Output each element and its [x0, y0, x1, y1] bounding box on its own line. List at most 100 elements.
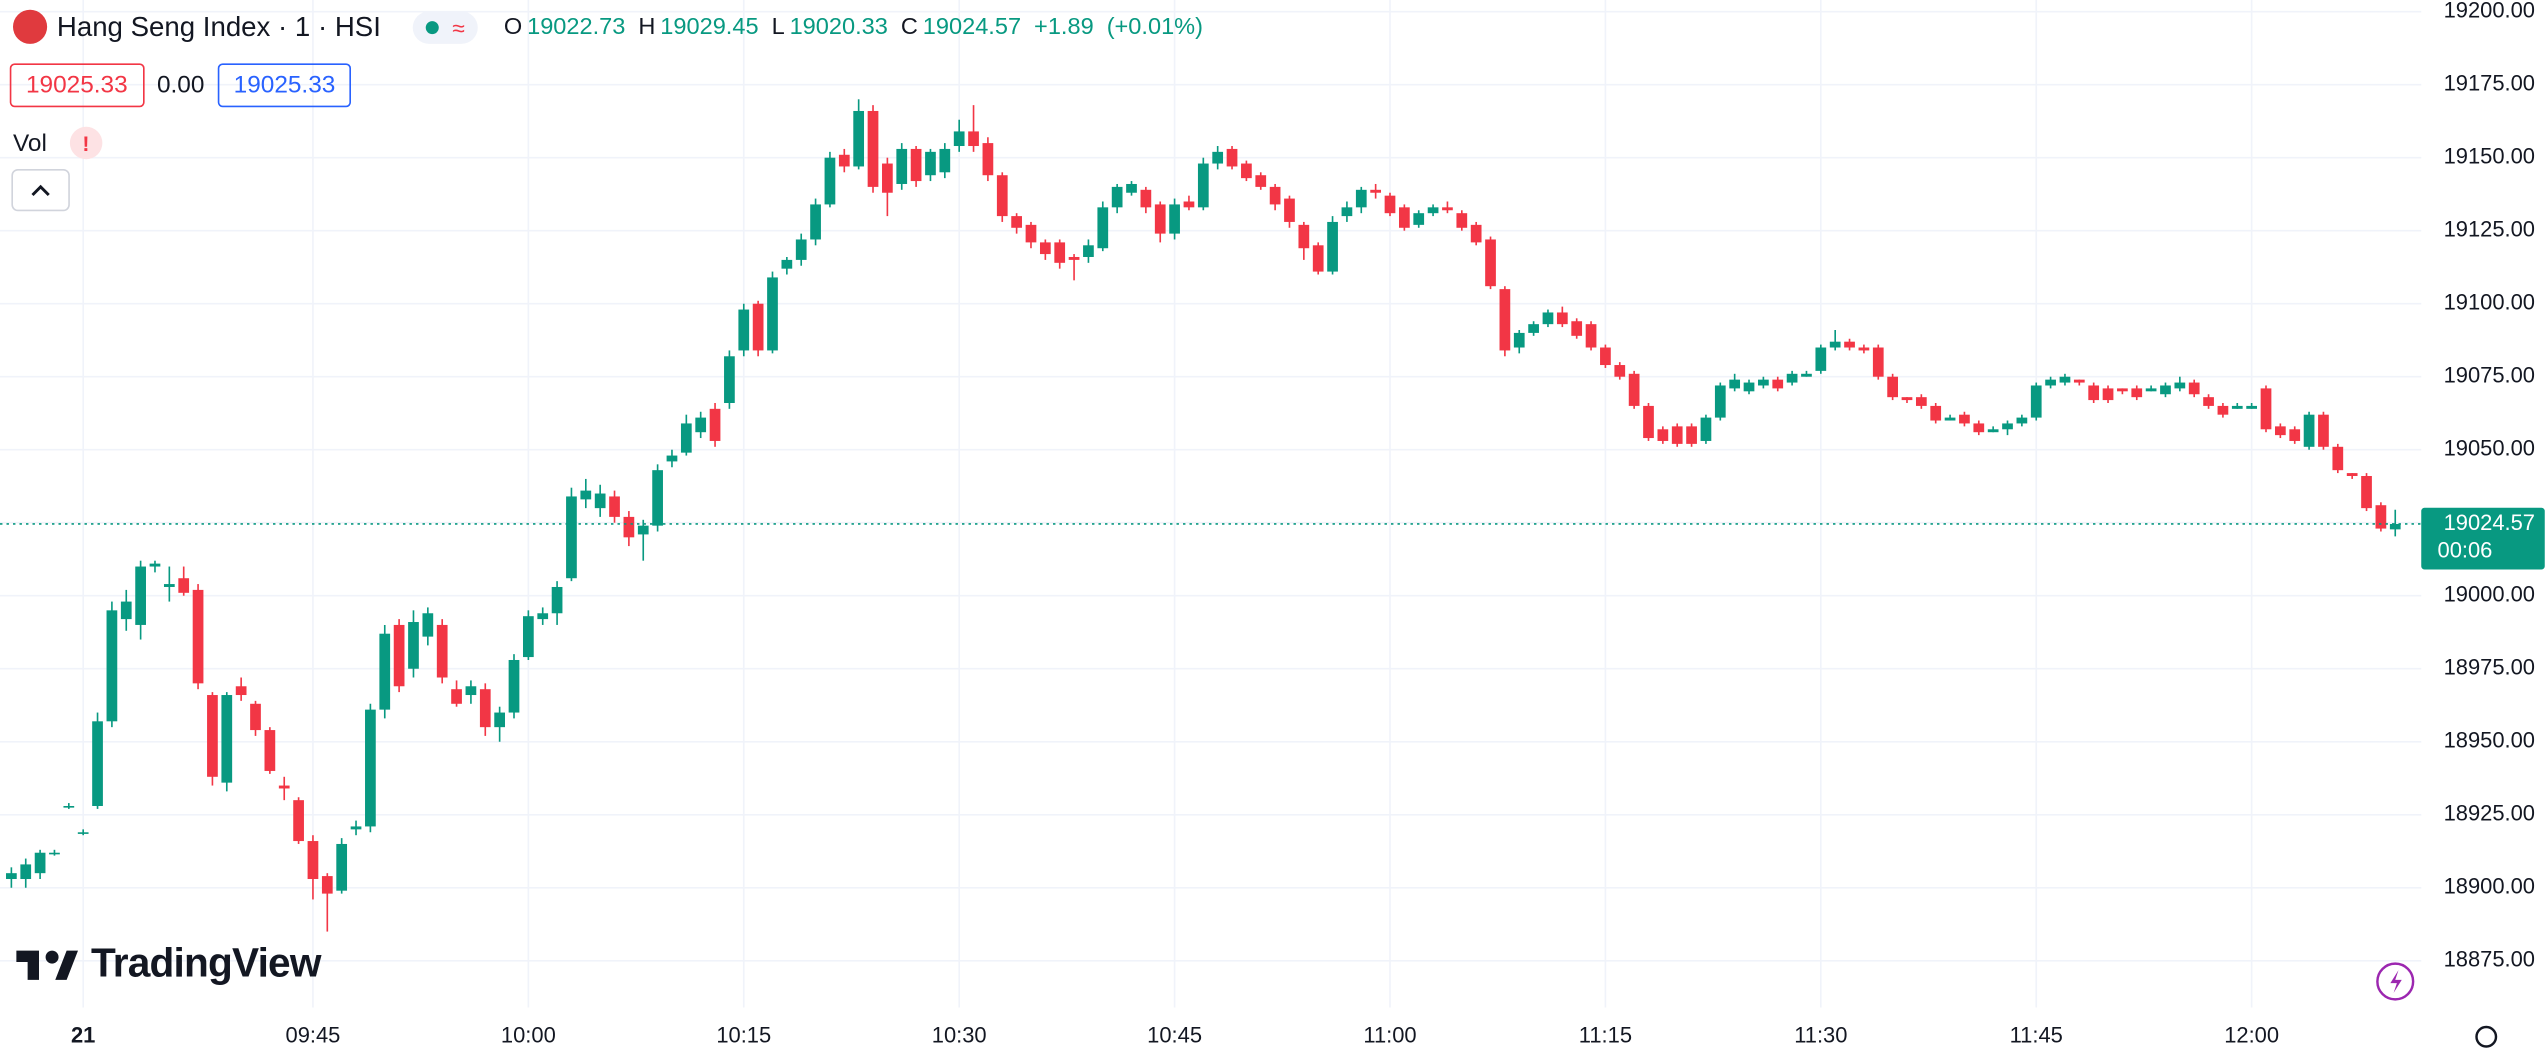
candle-body	[1815, 347, 1827, 371]
candle-body	[810, 204, 821, 240]
candle-body	[2002, 423, 2013, 430]
candle-body	[824, 157, 836, 205]
candle-body	[1686, 426, 1697, 444]
candle-body	[1126, 183, 1137, 193]
indicator-label[interactable]: Vol	[13, 129, 47, 157]
symbol-title[interactable]: Hang Seng Index · 1 · HSI	[56, 10, 381, 42]
candle-body	[1944, 417, 1956, 421]
candle-body	[479, 689, 491, 728]
candle-body	[20, 864, 32, 880]
candle-body	[2059, 376, 2071, 383]
candle-body	[451, 689, 462, 704]
candle-body	[192, 589, 204, 684]
candle-body	[2145, 388, 2157, 392]
candle-body	[2246, 405, 2258, 409]
ohlc-label: L	[771, 13, 785, 40]
candle-body	[1097, 207, 1109, 249]
candle-body	[1614, 365, 1626, 377]
candle-body	[566, 496, 577, 579]
candle-body	[1858, 347, 1870, 351]
candle-body	[92, 721, 103, 806]
candle-body	[1068, 256, 1080, 260]
status-pill[interactable]: ≈	[413, 10, 478, 44]
candle-body	[1154, 204, 1166, 234]
candle-body	[2174, 382, 2186, 389]
candle-body	[77, 832, 89, 834]
candle-body	[695, 417, 707, 433]
candle-body	[652, 470, 663, 526]
candle-body	[1183, 201, 1195, 208]
countdown-label: 00:06	[2438, 537, 2493, 562]
trade-bar: 19025.33 0.00 19025.33	[9, 63, 352, 108]
buy-button[interactable]: 19025.33	[217, 63, 352, 108]
candle-body	[221, 695, 233, 783]
x-tick-label: 21	[71, 1023, 95, 1048]
candle-body	[1901, 397, 1913, 401]
candle-body	[293, 800, 304, 842]
candle-body	[2030, 385, 2042, 418]
candle-body	[609, 496, 620, 517]
candle-body	[6, 873, 17, 880]
candle-body	[2375, 505, 2387, 529]
candle-body	[996, 175, 1008, 217]
candle-body	[953, 131, 965, 147]
y-tick-label: 19125.00	[2444, 216, 2535, 241]
candle-body	[522, 616, 534, 658]
settings-icon[interactable]	[2475, 1025, 2498, 1048]
candle-body	[250, 703, 261, 731]
candle-body	[1355, 189, 1367, 208]
candle-body	[508, 659, 520, 713]
candle-body	[2016, 417, 2028, 424]
candle-body	[1470, 224, 1482, 243]
candle-body	[882, 163, 893, 193]
candle-body	[838, 154, 850, 167]
candle-body	[1442, 207, 1453, 211]
sell-button[interactable]: 19025.33	[9, 63, 144, 108]
candle-body	[1887, 376, 1898, 398]
change: +1.89	[1034, 13, 1094, 40]
x-tick-label: 09:45	[286, 1023, 341, 1048]
candle-body	[2260, 388, 2272, 430]
candle-body	[1226, 148, 1238, 167]
candle-body	[120, 601, 132, 620]
candle-body	[307, 841, 319, 880]
candle-body	[1513, 332, 1525, 348]
candle-body	[436, 624, 448, 678]
alert-icon[interactable]	[2376, 962, 2415, 1001]
candle-body	[594, 493, 606, 509]
candle-body	[1011, 216, 1022, 228]
candle-body	[1284, 198, 1295, 222]
collapse-button[interactable]	[11, 169, 70, 212]
candle-body	[1915, 397, 1927, 406]
candle-body	[853, 110, 865, 167]
candle-body	[2231, 405, 2243, 409]
indicator-row: Vol !	[13, 126, 103, 160]
ohlc-value: 19022.73	[527, 13, 626, 40]
candle-body	[1427, 207, 1439, 214]
candle-body	[738, 309, 750, 351]
candle-body	[1025, 224, 1037, 243]
candle-body	[264, 730, 276, 771]
warning-icon[interactable]: !	[69, 126, 103, 160]
candle-body	[1312, 245, 1324, 272]
candle-body	[422, 613, 434, 637]
candle-body	[1959, 414, 1970, 424]
candle-body	[1729, 379, 1741, 389]
candle-body	[106, 610, 118, 722]
candle-body	[163, 584, 175, 587]
candle-body	[1140, 189, 1152, 208]
candle-body	[408, 622, 419, 669]
candle-body	[2217, 405, 2229, 415]
change-pct: (+0.01%)	[1106, 13, 1203, 40]
y-tick-label: 18975.00	[2444, 655, 2535, 680]
candle-body	[1039, 242, 1051, 255]
candle-body	[2045, 379, 2056, 386]
candle-body	[2131, 388, 2143, 398]
candle-body	[724, 356, 735, 403]
candle-body	[235, 686, 247, 696]
candle-body	[1298, 224, 1310, 249]
y-tick-label: 19200.00	[2444, 0, 2535, 22]
candle-body	[925, 151, 936, 176]
ohlc-value: 19029.45	[660, 13, 759, 40]
